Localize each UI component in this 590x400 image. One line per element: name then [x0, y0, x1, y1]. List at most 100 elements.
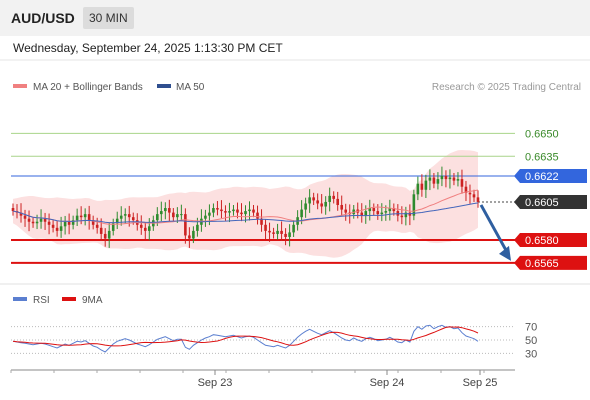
candle-body	[436, 179, 440, 184]
candle-body	[111, 223, 115, 231]
candle-body	[456, 179, 460, 181]
candle-body	[59, 226, 63, 231]
candle-body	[123, 214, 127, 216]
candle-body	[43, 218, 47, 222]
candle-body	[220, 209, 223, 212]
level-label: 0.6622	[525, 171, 559, 183]
ma50-legend-swatch	[157, 84, 171, 88]
candle-body	[428, 177, 432, 181]
rsi-level-label: 50	[525, 335, 537, 347]
level-label: 0.6635	[525, 151, 559, 163]
candle-body	[27, 218, 31, 222]
candle-body	[236, 209, 239, 213]
candle-body	[164, 208, 167, 212]
candle-body	[248, 209, 251, 212]
candle-body	[147, 226, 151, 231]
rsi-legend-swatch	[13, 297, 27, 301]
level-tag	[514, 169, 587, 184]
bollinger-bands	[13, 150, 478, 258]
candle-body	[55, 227, 59, 231]
candle-body	[127, 214, 131, 218]
candle-body	[71, 220, 75, 225]
candle-body	[196, 224, 199, 231]
candle-body	[340, 204, 344, 210]
rsi-line	[12, 324, 479, 353]
candle-body	[75, 215, 79, 221]
ma9-legend-swatch	[62, 297, 76, 301]
ma20-legend-swatch	[13, 84, 27, 88]
candle-body	[332, 195, 335, 199]
candle-body	[424, 180, 428, 190]
candle-body	[320, 203, 323, 207]
candle-body	[364, 211, 368, 216]
candle-body	[192, 230, 195, 239]
candle-body	[51, 224, 55, 228]
candle-body	[99, 227, 103, 234]
candle-body	[244, 211, 247, 215]
level-tag	[514, 255, 587, 270]
candle-body	[312, 197, 315, 201]
candle-body	[308, 197, 311, 204]
candle-body	[131, 217, 135, 221]
ma9-legend-label: 9MA	[82, 295, 103, 306]
candle-body	[35, 221, 39, 224]
candle-body	[11, 208, 15, 212]
candle-body	[368, 208, 372, 212]
candle-body	[380, 212, 384, 215]
level-tag	[514, 194, 587, 209]
candle-body	[420, 183, 424, 190]
candle-body	[472, 194, 476, 198]
candle-body	[228, 211, 231, 213]
candle-body	[268, 230, 271, 233]
currency-pair-title: AUD/USD	[11, 10, 75, 26]
candle-body	[388, 208, 392, 212]
candle-body	[23, 215, 27, 219]
level-label: 0.6580	[525, 235, 559, 247]
candle-body	[91, 220, 95, 225]
candle-body	[384, 211, 388, 213]
candle-body	[448, 177, 452, 180]
moving-averages	[12, 189, 479, 225]
candle-body	[324, 201, 327, 207]
candles	[11, 166, 480, 248]
level-label: 0.6650	[525, 128, 559, 140]
candle-body	[188, 235, 191, 239]
candle-body	[476, 197, 480, 202]
candle-body	[63, 221, 67, 227]
level-label: 0.6565	[525, 258, 559, 270]
candle-body	[444, 176, 448, 180]
header-bar: AUD/USD 30 MIN	[0, 0, 590, 36]
candle-body	[304, 203, 307, 210]
candle-body	[288, 232, 291, 237]
credit-text: Research © 2025 Trading Central	[432, 82, 581, 93]
candle-body	[300, 209, 303, 218]
forecast-arrow	[479, 204, 511, 261]
candle-body	[284, 233, 287, 237]
timeframe-button[interactable]: 30 MIN	[83, 7, 134, 29]
candle-body	[292, 224, 295, 233]
candle-body	[119, 215, 123, 219]
candle-body	[328, 195, 331, 202]
candle-body	[143, 227, 147, 231]
candle-body	[180, 214, 183, 216]
candle-body	[252, 209, 255, 213]
time-axis-ticks: Sep 23 Sep 24 Sep 25	[10, 370, 497, 389]
candle-body	[103, 233, 107, 239]
candle-body	[440, 176, 444, 180]
candle-body	[107, 230, 111, 239]
time-tick-label: Sep 23	[198, 377, 233, 389]
candle-body	[176, 214, 179, 218]
candle-body	[39, 218, 43, 222]
candle-body	[19, 212, 23, 216]
candle-body	[280, 230, 283, 234]
chart-datetime: Wednesday, September 24, 2025 1:13:30 PM…	[13, 41, 283, 55]
candle-body	[464, 186, 468, 193]
candle-body	[376, 211, 380, 215]
candle-body	[47, 221, 51, 225]
candle-body	[87, 214, 91, 221]
candle-body	[316, 200, 319, 204]
candle-body	[412, 194, 416, 216]
candle-body	[264, 224, 267, 231]
rsi-legend-label: RSI	[33, 295, 50, 306]
